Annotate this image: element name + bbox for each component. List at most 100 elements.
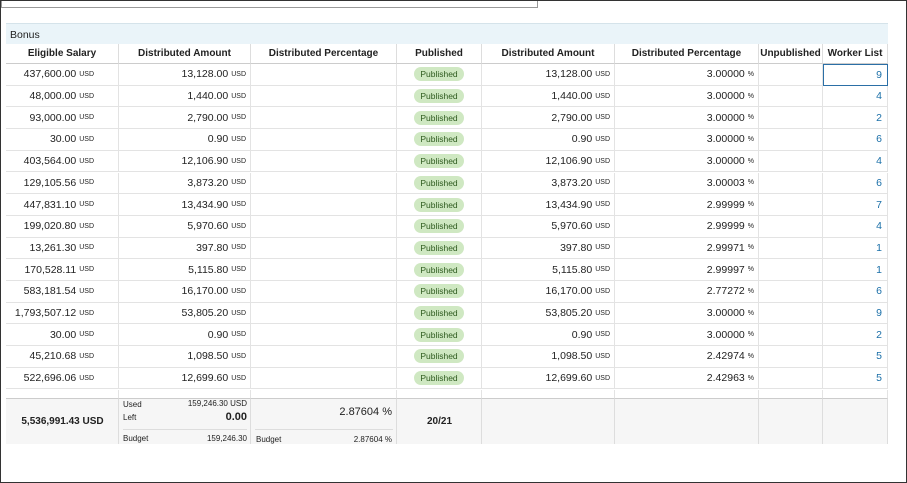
cell (759, 259, 823, 281)
column-header[interactable]: Unpublished (759, 44, 823, 64)
percent-sign: % (747, 201, 754, 209)
percent-sign: % (747, 92, 754, 100)
header-text: Unpublished (760, 48, 821, 59)
percentage-budget-value: 2.87604 % (353, 435, 392, 444)
column-header[interactable]: Distributed Percentage (615, 44, 759, 64)
eligible-salary: 403,564.00 (23, 155, 77, 168)
cell (759, 215, 823, 238)
column-header[interactable]: Worker List (823, 44, 888, 64)
cell: 0.90 USD (482, 129, 615, 151)
cell: Published (397, 150, 482, 173)
footer-cell (6, 398, 119, 444)
published-amount: 0.90 (571, 328, 593, 341)
published-amount: 2,790.00 (551, 111, 593, 124)
cell[interactable]: 9 (823, 64, 888, 86)
eligible-salary: 13,261.30 (29, 241, 77, 254)
footer-percentage: 2.87604 % (339, 406, 392, 418)
worker-list-link: 9 (876, 68, 882, 81)
cell[interactable]: 4 (823, 215, 888, 238)
cell: 3,873.20 USD (119, 172, 251, 195)
published-percentage: 3.00000 (706, 68, 745, 81)
worker-list-link: 6 (876, 176, 882, 189)
section-header: Bonus (6, 23, 888, 44)
cell[interactable]: 9 (823, 302, 888, 325)
cell (251, 259, 397, 281)
cell (251, 346, 397, 368)
published-amount: 12,699.60 (545, 372, 593, 385)
cell: 3.00000% (615, 64, 759, 86)
eligible-salary: 129,105.56 (23, 176, 77, 189)
currency: USD (595, 201, 610, 209)
published-amount: 1,440.00 (551, 90, 593, 103)
left-value: 0.00 (225, 411, 247, 423)
currency: USD (79, 157, 94, 165)
distributed-amount: 1,440.00 (187, 90, 229, 103)
published-amount: 5,970.60 (551, 220, 593, 233)
published-percentage: 2.99999 (706, 198, 745, 211)
published-amount: 13,128.00 (545, 68, 593, 81)
cell: 397.80 USD (119, 237, 251, 260)
eligible-salary: 48,000.00 (29, 90, 77, 103)
header-text: Distributed Percentage (631, 48, 742, 59)
cell: 129,105.56 USD (6, 172, 119, 195)
worker-list-link: 5 (876, 372, 882, 385)
eligible-salary: 199,020.80 (23, 220, 77, 233)
distributed-amount: 16,170.00 (181, 285, 229, 298)
cell[interactable]: 4 (823, 85, 888, 108)
status-badge: Published (414, 197, 464, 212)
cell[interactable]: 4 (823, 150, 888, 173)
status-badge: Published (414, 175, 464, 190)
cell: 45,210.68 USD (6, 346, 119, 368)
eligible-salary: 1,793,507.12 (14, 307, 77, 320)
currency: USD (79, 222, 94, 230)
currency: USD (79, 374, 94, 382)
cell[interactable]: 2 (823, 324, 888, 347)
column-header[interactable]: Published (397, 44, 482, 64)
cell[interactable]: 7 (823, 194, 888, 216)
cell (251, 107, 397, 130)
header-text: Distributed Amount (138, 48, 231, 59)
currency: USD (231, 201, 246, 209)
percent-sign: % (747, 331, 754, 339)
cell: 13,434.90 USD (119, 194, 251, 216)
cell: 2,790.00 USD (119, 107, 251, 130)
cell: 53,805.20 USD (119, 302, 251, 325)
currency: USD (595, 331, 610, 339)
cell: 2.99999% (615, 215, 759, 238)
cell (251, 302, 397, 325)
currency: USD (231, 352, 246, 360)
column-header[interactable]: Eligible Salary (6, 44, 119, 64)
currency: USD (231, 309, 246, 317)
currency: USD (595, 157, 610, 165)
distributed-amount: 12,699.60 (181, 372, 229, 385)
cell: 2.99999% (615, 194, 759, 216)
currency: USD (231, 114, 246, 122)
column-header[interactable]: Distributed Amount (482, 44, 615, 64)
published-percentage: 2.99999 (706, 220, 745, 233)
currency: USD (231, 222, 246, 230)
status-badge: Published (414, 67, 464, 82)
cell[interactable]: 1 (823, 237, 888, 260)
cell: 447,831.10 USD (6, 194, 119, 216)
cell[interactable]: 1 (823, 259, 888, 281)
used-value: 159,246.30 USD (187, 399, 247, 408)
percent-sign: % (747, 309, 754, 317)
cell[interactable]: 2 (823, 107, 888, 130)
column-header[interactable]: Distributed Percentage (251, 44, 397, 64)
cell[interactable]: 5 (823, 367, 888, 390)
cell[interactable]: 6 (823, 281, 888, 303)
cell (251, 367, 397, 390)
currency: USD (79, 179, 94, 187)
percent-sign: % (747, 287, 754, 295)
cell: Published (397, 85, 482, 108)
currency: USD (595, 374, 610, 382)
cell[interactable]: 6 (823, 129, 888, 151)
cell[interactable]: 6 (823, 172, 888, 195)
footer-cell (482, 398, 615, 444)
cell: 1,440.00 USD (482, 85, 615, 108)
status-badge: Published (414, 306, 464, 321)
column-header[interactable]: Distributed Amount (119, 44, 251, 64)
cell (251, 194, 397, 216)
cell[interactable]: 5 (823, 346, 888, 368)
